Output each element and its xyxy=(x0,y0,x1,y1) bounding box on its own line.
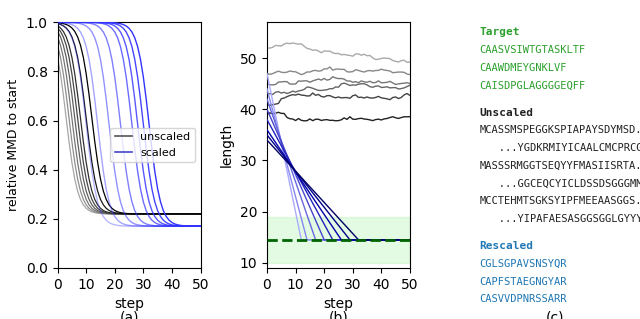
Text: Unscaled: Unscaled xyxy=(479,108,534,118)
Text: CGLSGPAVSNSYQR: CGLSGPAVSNSYQR xyxy=(479,259,567,269)
Y-axis label: relative MMD to start: relative MMD to start xyxy=(7,79,20,211)
Text: (b): (b) xyxy=(328,311,348,319)
Text: (c): (c) xyxy=(546,311,564,319)
Text: CAASVSIWTGTASKLTF: CAASVSIWTGTASKLTF xyxy=(479,45,586,55)
Text: Target: Target xyxy=(479,27,520,37)
Text: (a): (a) xyxy=(119,311,139,319)
Text: ...YIPAFAESASGGSGGLGYYYY: ...YIPAFAESASGGSGGLGYYYY xyxy=(479,214,640,224)
Y-axis label: length: length xyxy=(220,123,234,167)
X-axis label: step: step xyxy=(114,297,144,311)
Text: CASVVDPNRSSARR: CASVVDPNRSSARR xyxy=(479,294,567,305)
Text: ...YGDKRMIYICAALCMCPRCGKFS: ...YGDKRMIYICAALCMCPRCGKFS xyxy=(479,143,640,153)
Bar xyxy=(267,217,410,263)
Text: CAISDPGLAGGGGEQFF: CAISDPGLAGGGGEQFF xyxy=(479,80,586,90)
X-axis label: step: step xyxy=(323,297,353,311)
Text: MASSSRMGGTSEQYYFMASIISRTA...: MASSSRMGGTSEQYYFMASIISRTA... xyxy=(479,161,640,171)
Legend: unscaled, scaled: unscaled, scaled xyxy=(111,128,195,162)
Text: ...GGCEQCYICLDSSDSGGGMMM: ...GGCEQCYICLDSSDSGGGMMM xyxy=(479,179,640,189)
Text: MCASSMSPEGGKSPIAPAYSDYMSD...: MCASSMSPEGGKSPIAPAYSDYMSD... xyxy=(479,125,640,136)
Text: MCCTEHMTSGKSYIPFMEEAASGGS...: MCCTEHMTSGKSYIPFMEEAASGGS... xyxy=(479,196,640,206)
Text: CAPFSTAEGNGYAR: CAPFSTAEGNGYAR xyxy=(479,277,567,287)
Text: CAAWDMEYGNKLVF: CAAWDMEYGNKLVF xyxy=(479,63,567,73)
Text: Rescaled: Rescaled xyxy=(479,241,534,251)
